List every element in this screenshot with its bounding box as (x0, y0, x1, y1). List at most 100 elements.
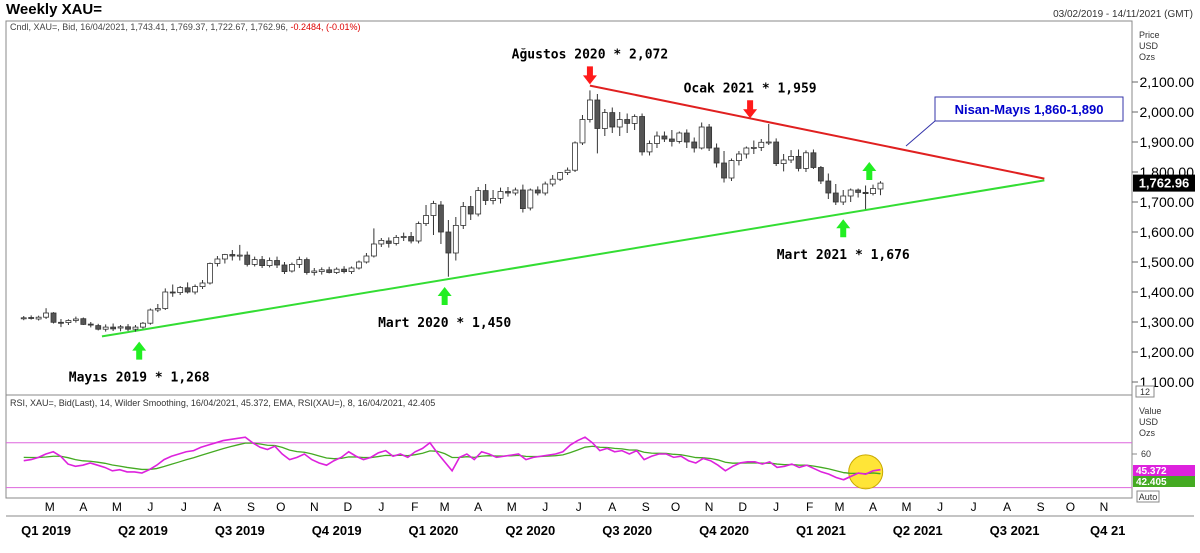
candle (244, 251, 251, 267)
candle (817, 166, 824, 184)
candle-body-down (713, 147, 720, 164)
candle-body-up (147, 309, 154, 324)
month-label: F (806, 500, 813, 514)
candle-body-up (460, 206, 467, 226)
quarter-label: Q2 2021 (893, 523, 943, 538)
candle (862, 185, 869, 210)
candle-body-down (274, 260, 280, 266)
month-label: S (1037, 500, 1045, 514)
candle (289, 262, 295, 273)
candle (721, 151, 727, 183)
candle (676, 131, 683, 144)
candle-body-up (192, 286, 198, 293)
candle-body-up (423, 215, 429, 224)
candle-body-up (221, 254, 228, 260)
candle (147, 308, 154, 325)
candle (587, 90, 593, 123)
candle (50, 312, 57, 324)
y-tick-label: 1,600.00 (1140, 224, 1195, 240)
candle (110, 323, 117, 331)
up-arrow-icon (132, 341, 147, 360)
candle (668, 130, 675, 147)
candle-body-up (765, 141, 772, 144)
support-line (101, 179, 1045, 338)
y-tick-label: 1,700.00 (1140, 194, 1195, 210)
quarter-label: Q3 2019 (215, 523, 265, 538)
candle (445, 220, 452, 277)
candle-body-up (363, 255, 370, 263)
month-label: A (608, 500, 616, 514)
candle (125, 324, 131, 331)
candle (482, 184, 489, 205)
rsi-panel-frame (5, 394, 1133, 499)
resistance-line (589, 84, 1045, 180)
candle (497, 187, 504, 204)
candle (877, 181, 884, 196)
candle (140, 322, 146, 329)
candle (780, 154, 787, 172)
candle (870, 184, 876, 196)
candle (624, 113, 631, 133)
candle (169, 284, 176, 297)
candle (691, 137, 698, 153)
candle-body-up (788, 155, 794, 161)
last-price: 1,762.96 (1139, 176, 1190, 191)
annotation-label: Ocak 2021 * 1,959 (684, 81, 817, 96)
candle-body-up (311, 270, 318, 273)
candle (266, 257, 273, 268)
candle-body-down (438, 204, 444, 233)
month-label: J (378, 500, 384, 514)
candle (326, 266, 333, 274)
candle-body-down (80, 318, 87, 325)
scale-box[interactable] (1135, 385, 1155, 398)
candle-body-down (832, 192, 839, 203)
candle (639, 113, 645, 156)
candle-body-up (497, 191, 504, 199)
month-label: J (147, 500, 153, 514)
candle (214, 256, 221, 267)
candle (505, 187, 511, 197)
ema-value-tag (1133, 476, 1195, 487)
up-arrow-icon (836, 219, 851, 238)
candle (698, 122, 705, 150)
candle (132, 325, 139, 332)
candle-body-up (840, 195, 847, 203)
candle (840, 190, 847, 205)
candle-body-up (601, 112, 608, 129)
month-label: S (247, 500, 255, 514)
candle (855, 188, 862, 198)
annotation-label: Mart 2021 * 1,676 (777, 248, 910, 263)
candle-body-down (184, 287, 191, 293)
month-label: J (542, 500, 548, 514)
candle (609, 107, 616, 133)
candle (408, 232, 415, 244)
candle (452, 217, 459, 261)
candle-body-up (296, 259, 303, 265)
candle (706, 124, 713, 151)
candle-body-up (758, 141, 765, 148)
auto-button[interactable] (1136, 490, 1160, 503)
month-label: J (181, 500, 187, 514)
candle (847, 188, 854, 202)
candle (773, 138, 780, 166)
candle-body-down (639, 116, 645, 153)
candle (683, 129, 690, 148)
candle-body-down (534, 189, 541, 194)
candle-body-down (795, 155, 802, 169)
candle-body-up (400, 236, 407, 238)
candle (736, 151, 742, 166)
candle (750, 140, 757, 154)
rsi-lines (6, 436, 1132, 490)
month-label: O (1066, 500, 1075, 514)
candle (654, 131, 660, 148)
candle-body-up (214, 258, 221, 264)
quarter-label: Q4 2019 (312, 523, 362, 538)
candle (564, 167, 571, 175)
candle-body-down (125, 326, 131, 330)
candle-body-up (452, 224, 459, 254)
down-arrow-icon (582, 66, 597, 85)
candle (490, 190, 496, 205)
candle-body-down (594, 99, 601, 129)
candle-body-down (58, 321, 64, 324)
month-label: N (1100, 500, 1109, 514)
